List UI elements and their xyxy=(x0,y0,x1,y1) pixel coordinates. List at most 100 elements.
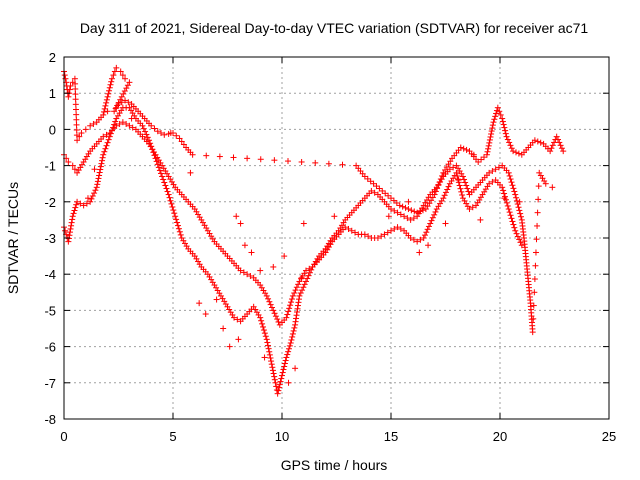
data-point xyxy=(155,164,162,171)
data-point xyxy=(515,204,522,211)
data-point xyxy=(165,191,172,198)
data-point xyxy=(139,122,146,129)
data-point xyxy=(305,272,312,279)
data-point xyxy=(69,162,76,169)
x-tick-label: 25 xyxy=(602,429,616,444)
data-point xyxy=(73,111,80,118)
data-point xyxy=(489,125,496,132)
data-point xyxy=(274,390,281,397)
data-point xyxy=(113,104,120,111)
data-point xyxy=(394,209,401,216)
data-point xyxy=(514,233,521,240)
data-point xyxy=(500,121,507,128)
data-point xyxy=(407,216,414,223)
data-point xyxy=(291,290,298,297)
data-point xyxy=(180,141,187,148)
data-point xyxy=(424,226,431,233)
data-point xyxy=(101,148,108,155)
data-point xyxy=(106,133,113,140)
data-point xyxy=(174,222,181,229)
data-point xyxy=(69,216,76,223)
data-point xyxy=(444,186,451,193)
y-tick-label: -8 xyxy=(44,412,56,427)
data-point xyxy=(302,267,309,274)
data-point xyxy=(112,118,119,125)
data-point xyxy=(425,223,432,230)
data-point xyxy=(260,323,267,330)
data-point xyxy=(441,192,448,199)
data-point xyxy=(504,202,511,209)
data-point xyxy=(99,154,106,161)
data-point xyxy=(509,182,516,189)
data-point xyxy=(213,296,220,303)
data-point xyxy=(532,262,539,269)
data-point xyxy=(518,242,525,249)
data-point xyxy=(342,224,349,231)
data-point xyxy=(531,276,538,283)
data-point xyxy=(240,269,247,276)
y-tick-label: -7 xyxy=(44,376,56,391)
data-point xyxy=(177,231,184,238)
data-point xyxy=(108,75,115,82)
data-point xyxy=(455,177,462,184)
data-point xyxy=(457,144,464,151)
data-point xyxy=(262,333,269,340)
data-point xyxy=(492,113,499,120)
x-tick-label: 10 xyxy=(275,429,289,444)
data-point xyxy=(497,111,504,118)
data-point xyxy=(507,142,514,149)
data-point xyxy=(272,379,279,386)
data-point xyxy=(268,304,275,311)
data-point xyxy=(178,138,185,145)
data-point xyxy=(102,145,109,152)
data-point xyxy=(164,188,171,195)
data-point xyxy=(122,75,129,82)
data-point xyxy=(175,225,182,232)
data-point xyxy=(244,271,251,278)
data-point xyxy=(70,210,77,217)
data-point xyxy=(96,172,103,179)
data-point xyxy=(103,99,110,106)
data-point xyxy=(298,158,305,165)
data-point xyxy=(62,227,69,234)
x-axis-label: GPS time / hours xyxy=(281,457,388,473)
data-point xyxy=(391,225,398,232)
data-point xyxy=(371,189,378,196)
data-point xyxy=(66,86,73,93)
data-point xyxy=(118,99,125,106)
data-point xyxy=(73,127,80,134)
data-point xyxy=(280,366,287,373)
data-point xyxy=(388,227,394,234)
data-point xyxy=(517,213,524,220)
data-point xyxy=(499,115,506,122)
data-point xyxy=(454,173,461,180)
data-point xyxy=(348,227,355,234)
data-point xyxy=(516,207,523,214)
data-point xyxy=(163,185,170,192)
data-point xyxy=(72,204,79,211)
data-point xyxy=(391,207,398,214)
y-tick-label: -5 xyxy=(44,303,56,318)
data-point xyxy=(410,236,417,243)
data-point xyxy=(420,235,427,241)
data-point xyxy=(283,354,290,361)
data-point xyxy=(486,139,493,146)
data-point xyxy=(286,342,293,349)
data-point xyxy=(462,179,469,186)
data-point xyxy=(72,80,79,87)
x-tick-label: 5 xyxy=(169,429,176,444)
data-point xyxy=(396,202,403,209)
data-point xyxy=(176,135,183,142)
data-point xyxy=(119,119,126,126)
data-point xyxy=(153,158,160,165)
data-point xyxy=(530,302,537,309)
data-point xyxy=(529,329,536,336)
data-point xyxy=(512,227,519,234)
data-point xyxy=(69,213,76,220)
data-point xyxy=(411,208,418,215)
data-point xyxy=(284,351,291,358)
data-point xyxy=(440,195,447,202)
data-point xyxy=(226,343,233,350)
data-point xyxy=(120,90,127,97)
data-point xyxy=(98,160,105,167)
